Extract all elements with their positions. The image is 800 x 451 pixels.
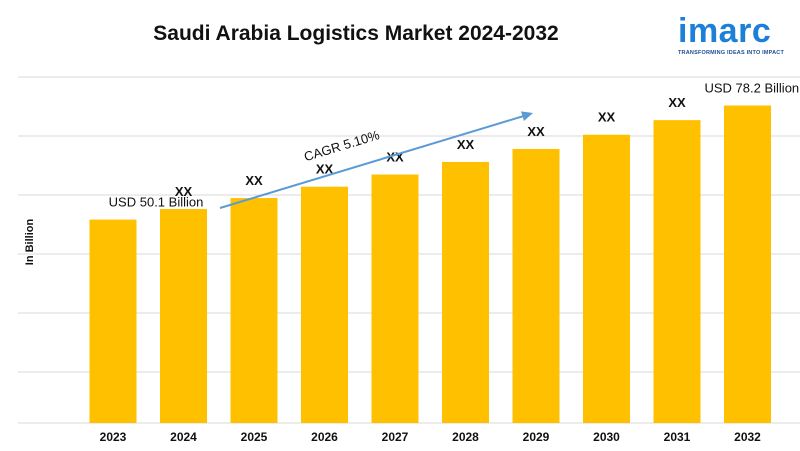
- x-tick-2024: 2024: [170, 430, 197, 444]
- cagr-label: CAGR 5.10%: [302, 127, 381, 164]
- data-label-2023: USD 50.1 Billion: [109, 195, 204, 210]
- x-tick-2028: 2028: [452, 430, 479, 444]
- x-tick-2029: 2029: [523, 430, 550, 444]
- bar-2030: [583, 134, 630, 424]
- bar-2029: [512, 148, 560, 423]
- logo-tagline: TRANSFORMING IDEAS INTO IMPACT: [678, 50, 785, 56]
- data-label-2025: XX: [245, 173, 263, 188]
- bar-2031: [653, 120, 701, 424]
- x-tick-2023: 2023: [100, 430, 127, 444]
- data-label-2024: XX: [175, 184, 193, 199]
- cagr-arrow-head: [521, 111, 533, 121]
- x-tick-2032: 2032: [734, 430, 761, 444]
- bar-2027: [371, 174, 419, 423]
- x-tick-2025: 2025: [241, 430, 268, 444]
- data-label-2029: XX: [527, 124, 545, 139]
- bar-2023: [89, 219, 137, 423]
- data-label-2026: XX: [316, 162, 334, 177]
- bar-2032: [724, 105, 771, 424]
- cagr-arrow-line: [219, 114, 528, 209]
- logo-wordmark: imarc: [678, 12, 772, 50]
- data-label-2028: XX: [457, 137, 475, 152]
- x-tick-2030: 2030: [593, 430, 620, 444]
- chart-title: Saudi Arabia Logistics Market 2024-2032: [153, 22, 559, 45]
- imarc-logo: imarc TRANSFORMING IDEAS INTO IMPACT: [672, 12, 800, 60]
- data-label-2031: XX: [668, 95, 686, 110]
- bars: [89, 105, 771, 424]
- bar-2024: [160, 209, 207, 423]
- x-tick-2027: 2027: [382, 430, 409, 444]
- bar-2028: [442, 161, 489, 423]
- x-tick-labels: 2023 2024 2025 2026 2027 2028 2029 2030 2031 2032: [100, 430, 762, 444]
- x-tick-2031: 2031: [664, 430, 691, 444]
- x-tick-2026: 2026: [311, 430, 338, 444]
- data-label-2032: USD 78.2 Billion: [705, 81, 800, 96]
- data-label-2030: XX: [598, 110, 616, 125]
- bar-2026: [301, 186, 348, 423]
- bar-2025: [230, 198, 278, 423]
